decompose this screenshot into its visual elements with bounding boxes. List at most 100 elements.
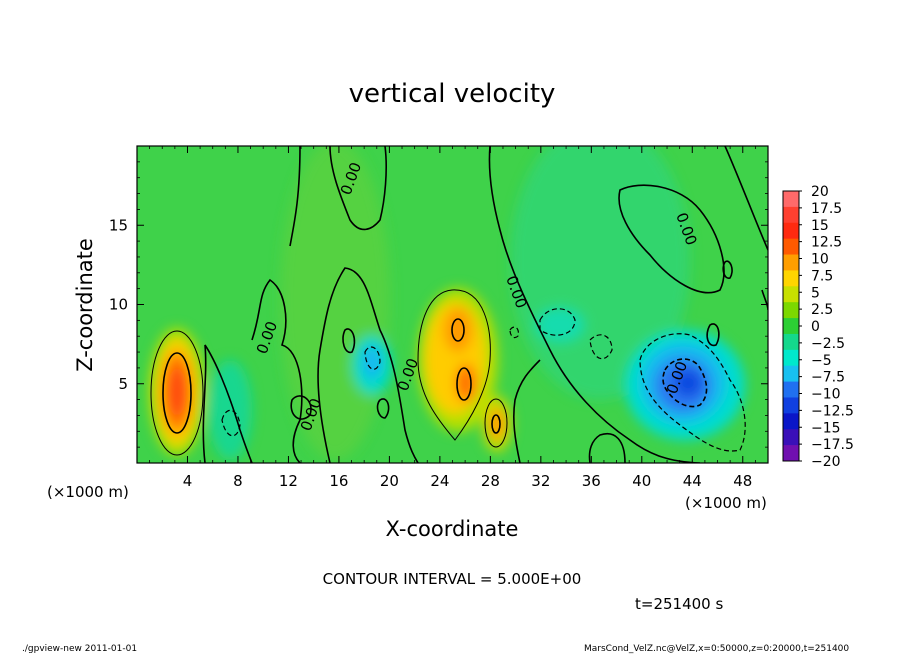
colorbar-label: −2.5 — [811, 336, 845, 352]
colorbar-label: 5 — [811, 285, 820, 301]
colorbar-swatch — [783, 191, 799, 208]
x-axis-unit-right: (×1000 m) — [685, 494, 767, 512]
downdraft-upper-right — [535, 307, 585, 343]
chart-title: vertical velocity — [349, 79, 556, 109]
contour-small-5 — [722, 260, 733, 279]
x-axis-ticks: 4 8 12 16 20 24 28 32 36 40 44 48 — [149, 146, 756, 490]
x-tick-label: 20 — [380, 472, 399, 490]
x-tick-label: 4 — [183, 472, 193, 490]
weak-up-band-mid — [280, 146, 390, 460]
colorbar-swatch — [783, 206, 799, 224]
contour-lines-negative — [221, 308, 746, 452]
contour-zero-mid — [317, 267, 419, 463]
colorbar-swatch — [783, 318, 799, 335]
contour-updraft-left-10 — [162, 352, 192, 434]
colorbar-label: −12.5 — [811, 403, 854, 419]
heatmap-field — [137, 146, 768, 463]
colorbar-label: −20 — [811, 454, 841, 470]
x-tick-label: 12 — [279, 472, 298, 490]
colorbar-swatch — [783, 302, 799, 319]
contour-neg5-right — [639, 333, 746, 452]
colorbar-label: 7.5 — [811, 268, 833, 284]
footer-right: MarsCond_VelZ.nc@VelZ,x=0:50000,z=0:2000… — [584, 644, 849, 654]
contour-updraft-small-10 — [491, 414, 501, 434]
updraft-left-peak — [168, 366, 186, 418]
contour-zero-top-mid — [289, 146, 387, 247]
contour-neg5-center — [364, 346, 381, 370]
contour-updraft-small-5 — [484, 398, 508, 448]
updraft-center-core2 — [456, 364, 476, 402]
contour-small-4 — [706, 323, 720, 347]
footer-left: ./gpview-new 2011-01-01 — [22, 644, 137, 654]
colorbar-label: −15 — [811, 420, 841, 436]
contour-lines — [150, 146, 768, 463]
colorbar-swatch — [783, 238, 799, 255]
y-axis-ticks: 5 10 15 — [109, 161, 768, 448]
downdraft-mid-core — [362, 345, 382, 379]
x-tick-label: 16 — [329, 472, 348, 490]
colorbar-label: 2.5 — [811, 302, 833, 318]
colorbar: 2017.51512.5107.552.50−2.5−5−7.5−10−12.5… — [782, 184, 854, 470]
colorbar-swatch — [783, 397, 799, 414]
colorbar-swatch — [783, 429, 799, 446]
contour-updraft-center-10a — [451, 318, 465, 342]
contour-updraft-center-5 — [417, 289, 491, 441]
colorbar-swatch — [783, 381, 799, 398]
updraft-small-core — [489, 408, 505, 440]
colorbar-label: −7.5 — [811, 370, 845, 386]
y-tick-label: 10 — [109, 296, 128, 314]
contour-neg5-mid — [589, 334, 613, 360]
x-tick-label: 48 — [733, 472, 752, 490]
x-tick-label: 40 — [632, 472, 651, 490]
x-tick-label: 32 — [531, 472, 550, 490]
downdraft-right-peak — [674, 369, 702, 397]
contour-updraft-center-10b — [456, 367, 472, 401]
contour-zero-center — [488, 146, 701, 463]
contour-zero-left2 — [251, 278, 303, 463]
updraft-center-core — [444, 308, 472, 352]
contour-small-3 — [376, 398, 390, 419]
contour-neg5-left — [221, 409, 241, 437]
time-text: t=251400 s — [635, 595, 723, 613]
colorbar-label: −17.5 — [811, 437, 854, 453]
contour-zero-right — [618, 184, 725, 294]
contour-neg10-right — [662, 358, 708, 408]
contour-small-2 — [342, 328, 356, 354]
x-axis-unit-left: (×1000 m) — [47, 483, 129, 501]
colorbar-label: −5 — [811, 353, 832, 369]
y-tick-label: 15 — [109, 216, 128, 234]
colorbar-swatch — [783, 270, 799, 287]
x-axis-label: X-coordinate — [386, 517, 519, 541]
contour-zero-bottom-right — [588, 433, 626, 463]
x-tick-label: 28 — [481, 472, 500, 490]
colorbar-label: −10 — [811, 387, 841, 403]
contour-small-1 — [290, 395, 312, 420]
colorbar-swatch — [783, 365, 799, 382]
colorbar-label: 17.5 — [811, 201, 842, 217]
colorbar-swatch — [783, 445, 799, 462]
colorbar-swatch — [783, 413, 799, 430]
contour-updraft-left-5 — [150, 330, 204, 456]
x-tick-label: 36 — [582, 472, 601, 490]
y-tick-label: 5 — [118, 375, 128, 393]
colorbar-label: 0 — [811, 319, 820, 335]
colorbar-swatch — [783, 254, 799, 271]
colorbar-label: 10 — [811, 252, 829, 268]
colorbar-swatch — [783, 222, 799, 240]
x-tick-label: 44 — [683, 472, 702, 490]
x-tick-label: 8 — [233, 472, 243, 490]
contour-neg5-upper — [539, 308, 576, 336]
colorbar-swatch — [783, 349, 799, 367]
contour-zero-left — [202, 344, 253, 463]
colorbar-label: 12.5 — [811, 235, 842, 251]
colorbar-swatch — [783, 286, 799, 303]
colorbar-label: 15 — [811, 218, 829, 234]
x-tick-label: 24 — [430, 472, 449, 490]
colorbar-swatch — [783, 333, 799, 351]
contour-neg5-small — [509, 326, 519, 339]
contour-zero-center2 — [513, 359, 541, 463]
y-axis-label: Z-coordinate — [73, 238, 97, 372]
contour-interval-text: CONTOUR INTERVAL = 5.000E+00 — [323, 570, 582, 588]
colorbar-label: 20 — [811, 184, 829, 200]
